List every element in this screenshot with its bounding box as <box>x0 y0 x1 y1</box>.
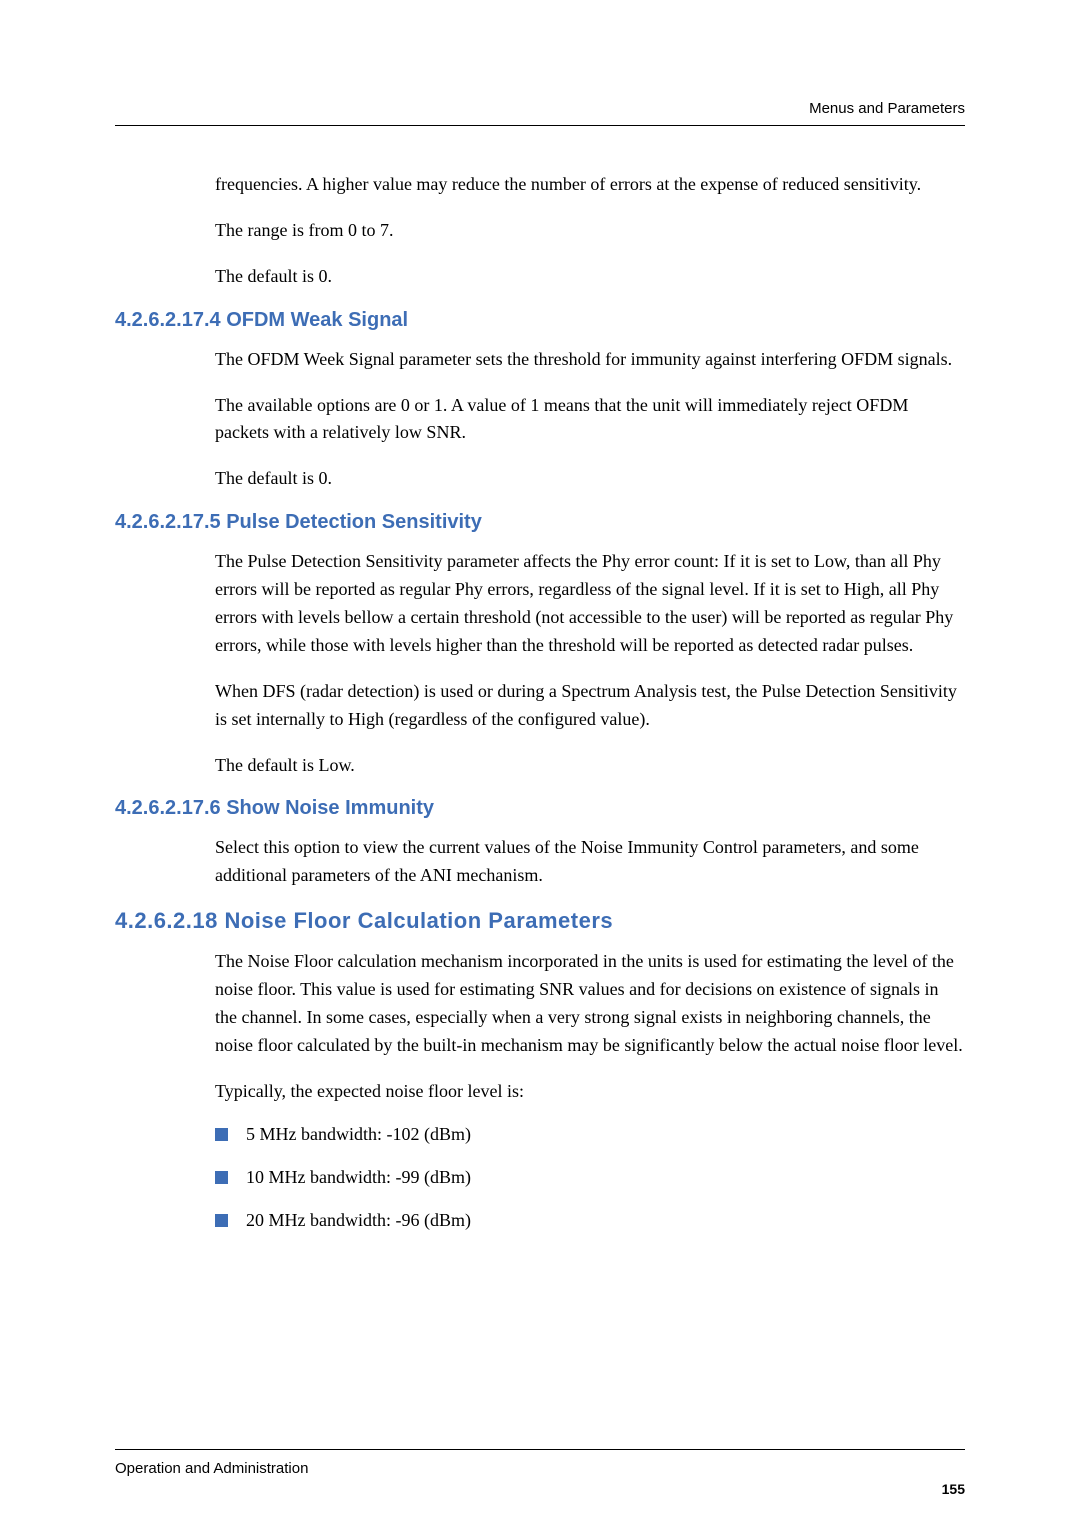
noise-paragraph-2: Typically, the expected noise floor leve… <box>215 1078 965 1106</box>
bullet-square-icon <box>215 1214 228 1227</box>
bullet-item-20mhz: 20 MHz bandwidth: -96 (dBm) <box>215 1210 965 1231</box>
bullet-square-icon <box>215 1128 228 1141</box>
pulse-paragraph-1: The Pulse Detection Sensitivity paramete… <box>215 548 965 660</box>
footer: Operation and Administration <box>115 1449 965 1477</box>
intro-paragraph-1: frequencies. A higher value may reduce t… <box>215 171 965 199</box>
page-number: 155 <box>942 1481 965 1497</box>
intro-paragraph-2: The range is from 0 to 7. <box>215 217 965 245</box>
intro-paragraph-3: The default is 0. <box>215 263 965 291</box>
show-paragraph-1: Select this option to view the current v… <box>215 834 965 890</box>
heading-show-noise-immunity: 4.2.6.2.17.6 Show Noise Immunity <box>115 797 965 820</box>
pulse-paragraph-2: When DFS (radar detection) is used or du… <box>215 678 965 734</box>
header-rule <box>115 125 965 126</box>
bullet-square-icon <box>215 1171 228 1184</box>
footer-rule <box>115 1449 965 1450</box>
heading-pulse-detection: 4.2.6.2.17.5 Pulse Detection Sensitivity <box>115 511 965 534</box>
bullet-text: 10 MHz bandwidth: -99 (dBm) <box>246 1167 471 1188</box>
noise-paragraph-1: The Noise Floor calculation mechanism in… <box>215 948 965 1060</box>
running-header: Menus and Parameters <box>115 100 965 117</box>
pulse-paragraph-3: The default is Low. <box>215 752 965 780</box>
bullet-text: 20 MHz bandwidth: -96 (dBm) <box>246 1210 471 1231</box>
ofdm-paragraph-2: The available options are 0 or 1. A valu… <box>215 392 965 448</box>
heading-ofdm-weak-signal: 4.2.6.2.17.4 OFDM Weak Signal <box>115 309 965 332</box>
bullet-item-10mhz: 10 MHz bandwidth: -99 (dBm) <box>215 1167 965 1188</box>
ofdm-paragraph-3: The default is 0. <box>215 465 965 493</box>
footer-text: Operation and Administration <box>115 1460 965 1477</box>
bullet-item-5mhz: 5 MHz bandwidth: -102 (dBm) <box>215 1124 965 1145</box>
bullet-text: 5 MHz bandwidth: -102 (dBm) <box>246 1124 471 1145</box>
ofdm-paragraph-1: The OFDM Week Signal parameter sets the … <box>215 346 965 374</box>
heading-noise-floor-calc: 4.2.6.2.18 Noise Floor Calculation Param… <box>115 908 965 934</box>
